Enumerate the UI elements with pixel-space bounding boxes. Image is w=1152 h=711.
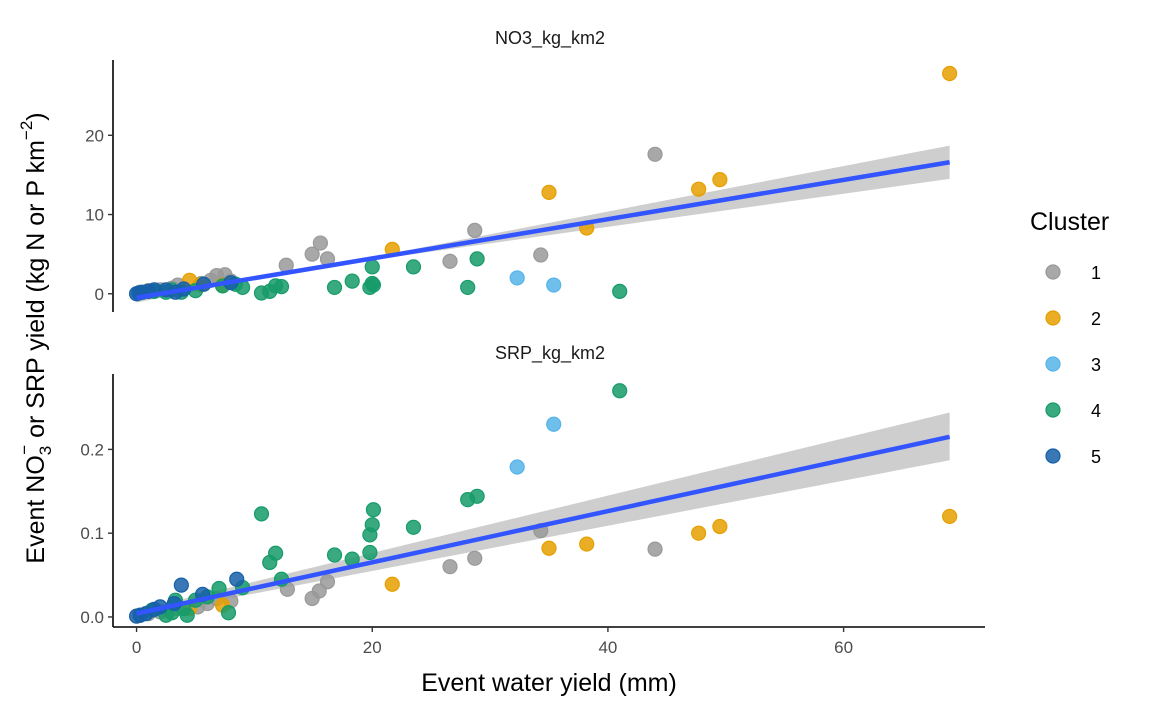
data-point-cluster-4 xyxy=(405,519,422,535)
data-point-cluster-4 xyxy=(253,506,270,522)
data-point-cluster-5 xyxy=(229,571,245,587)
data-point-cluster-3 xyxy=(546,416,562,432)
data-point-cluster-2 xyxy=(384,576,400,592)
legend: Cluster 1 2 3 4 5 xyxy=(1030,208,1109,467)
fit-layer xyxy=(136,160,951,300)
data-point-cluster-2 xyxy=(712,518,728,535)
data-point-cluster-1 xyxy=(467,550,483,566)
legend-title: Cluster xyxy=(1030,208,1109,236)
data-point-cluster-4 xyxy=(612,383,628,399)
data-point-cluster-2 xyxy=(942,65,958,82)
axis-layer: 0.0 0.1 0.2 xyxy=(80,374,985,628)
fit-layer xyxy=(136,434,951,616)
trend-line xyxy=(136,160,951,300)
data-point-cluster-2 xyxy=(541,184,557,200)
y-tick-label: 0.2 xyxy=(80,440,104,459)
y-axis-title-km-superscript: −2 xyxy=(17,121,36,140)
y-tick-label: 20 xyxy=(85,126,104,145)
y-axis-title-part-close: ) xyxy=(22,112,50,120)
data-point-cluster-3 xyxy=(546,277,562,293)
data-point-cluster-2 xyxy=(712,172,728,188)
data-point-cluster-3 xyxy=(509,270,525,286)
data-point-cluster-1 xyxy=(312,235,328,251)
data-point-cluster-4 xyxy=(364,259,380,275)
data-point-cluster-4 xyxy=(268,545,284,561)
data-point-cluster-4 xyxy=(469,251,485,267)
legend-label-cluster-3: 3 xyxy=(1091,355,1101,375)
data-point-cluster-4 xyxy=(326,547,343,563)
y-tick-label: 0 xyxy=(95,285,104,304)
data-point-cluster-1 xyxy=(304,246,320,262)
legend-key-cluster-5 xyxy=(1045,448,1061,464)
data-point-cluster-1 xyxy=(533,247,549,263)
data-point-cluster-1 xyxy=(442,253,458,269)
data-point-cluster-4 xyxy=(469,488,485,504)
x-tick-label: 20 xyxy=(363,638,382,657)
points-layer xyxy=(128,383,958,624)
legend-key-cluster-3 xyxy=(1045,356,1061,372)
y-tick-label: 0.1 xyxy=(80,524,104,543)
data-point-cluster-2 xyxy=(691,181,707,197)
legend-key-cluster-4 xyxy=(1045,402,1061,418)
panel-title-no3: NO3_kg_km2 xyxy=(495,28,605,49)
legend-key-cluster-1 xyxy=(1045,264,1061,280)
data-point-cluster-4 xyxy=(179,607,195,623)
data-point-cluster-1 xyxy=(647,541,663,557)
data-point-cluster-1 xyxy=(442,559,458,575)
data-point-cluster-2 xyxy=(541,540,557,556)
confidence-band xyxy=(136,412,950,617)
panel-no3: NO3_kg_km2 0 10 20 xyxy=(85,28,958,312)
y-axis-title-part-event: Event NO xyxy=(22,455,50,563)
x-axis: 0 20 40 60 xyxy=(132,627,853,657)
data-point-cluster-4 xyxy=(460,279,476,296)
data-point-cluster-4 xyxy=(362,544,378,561)
data-point-cluster-2 xyxy=(691,525,707,541)
x-tick-label: 40 xyxy=(598,638,617,657)
y-tick-label: 0.0 xyxy=(80,608,104,627)
trend-line xyxy=(136,434,951,616)
x-tick-label: 0 xyxy=(132,638,141,657)
data-point-cluster-4 xyxy=(326,279,343,296)
legend-label-cluster-1: 1 xyxy=(1091,263,1101,283)
data-point-cluster-3 xyxy=(509,459,525,475)
panel-title-srp: SRP_kg_km2 xyxy=(495,343,605,364)
y-tick-label: 10 xyxy=(85,206,104,225)
x-tick-label: 60 xyxy=(834,638,853,657)
data-point-cluster-2 xyxy=(579,536,595,552)
legend-label-cluster-4: 4 xyxy=(1091,401,1101,421)
data-point-cluster-1 xyxy=(647,146,663,162)
axis-layer: 0 10 20 xyxy=(85,60,114,312)
data-point-cluster-4 xyxy=(273,279,290,295)
ci-band-layer xyxy=(136,412,950,617)
data-point-cluster-4 xyxy=(612,283,628,299)
y-axis-title-no3-subscript: 3 xyxy=(36,446,55,455)
data-point-cluster-4 xyxy=(220,605,237,621)
y-axis-title: Event NO3− or SRP yield (kg N or P km−2) xyxy=(15,112,55,563)
data-point-cluster-2 xyxy=(942,508,958,525)
x-axis-title: Event water yield (mm) xyxy=(421,669,677,697)
data-point-cluster-4 xyxy=(344,273,360,289)
legend-key-cluster-2 xyxy=(1045,310,1061,326)
legend-label-cluster-2: 2 xyxy=(1091,309,1101,329)
panel-srp: SRP_kg_km2 0.0 0.1 0.2 xyxy=(80,343,985,628)
data-point-cluster-5 xyxy=(173,577,189,593)
y-axis-title-part-middle: or SRP yield (kg N or P km xyxy=(22,140,50,445)
data-point-cluster-4 xyxy=(365,502,382,518)
legend-label-cluster-5: 5 xyxy=(1091,447,1101,467)
data-point-cluster-4 xyxy=(405,259,422,275)
data-point-cluster-1 xyxy=(319,574,336,590)
data-point-cluster-1 xyxy=(467,222,483,238)
data-point-cluster-4 xyxy=(364,517,380,533)
y-axis-title-no3-superscript: − xyxy=(15,445,34,455)
data-point-cluster-4 xyxy=(365,277,382,293)
